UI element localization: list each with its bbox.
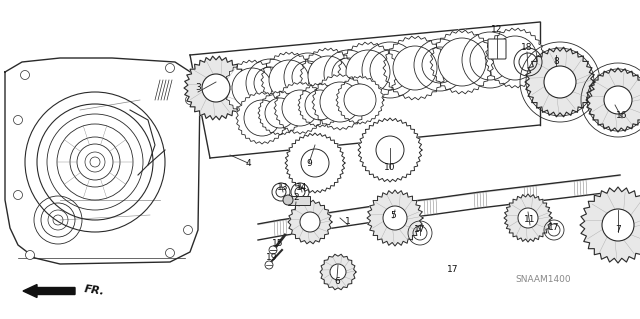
Polygon shape: [274, 82, 326, 134]
Polygon shape: [285, 133, 345, 193]
Polygon shape: [430, 30, 494, 94]
Polygon shape: [5, 58, 200, 264]
Polygon shape: [338, 42, 398, 102]
Text: SNAAM1400: SNAAM1400: [515, 276, 571, 285]
Text: 2: 2: [293, 194, 299, 203]
Text: 16: 16: [616, 110, 628, 120]
Text: 17: 17: [414, 226, 426, 234]
Polygon shape: [580, 187, 640, 263]
Circle shape: [232, 68, 272, 108]
Polygon shape: [383, 36, 447, 100]
Circle shape: [269, 246, 277, 254]
Circle shape: [346, 50, 390, 94]
Text: 9: 9: [306, 159, 312, 167]
Text: 10: 10: [384, 164, 396, 173]
Text: 6: 6: [334, 277, 340, 286]
Circle shape: [344, 84, 376, 116]
Text: 7: 7: [615, 226, 621, 234]
Circle shape: [300, 212, 320, 232]
Circle shape: [544, 66, 576, 98]
Text: 5: 5: [390, 211, 396, 219]
Circle shape: [202, 74, 230, 102]
Polygon shape: [236, 92, 288, 144]
Text: FR.: FR.: [83, 284, 105, 296]
Circle shape: [301, 149, 329, 177]
Polygon shape: [298, 83, 342, 127]
Circle shape: [308, 56, 348, 96]
FancyBboxPatch shape: [488, 39, 506, 59]
Circle shape: [244, 100, 280, 136]
Text: 15: 15: [272, 239, 284, 248]
Polygon shape: [504, 194, 552, 242]
Polygon shape: [525, 47, 595, 117]
Text: 12: 12: [492, 26, 502, 34]
Polygon shape: [358, 118, 422, 182]
Text: 13: 13: [277, 183, 289, 192]
Text: 4: 4: [245, 159, 251, 167]
Polygon shape: [586, 68, 640, 132]
Circle shape: [265, 261, 273, 269]
Circle shape: [13, 190, 22, 199]
Polygon shape: [224, 60, 280, 116]
Circle shape: [184, 226, 193, 234]
Circle shape: [13, 115, 22, 124]
Circle shape: [602, 209, 634, 241]
Circle shape: [604, 86, 632, 114]
Circle shape: [20, 70, 29, 79]
Circle shape: [330, 264, 346, 280]
Circle shape: [269, 60, 309, 100]
Text: 17: 17: [548, 224, 560, 233]
Circle shape: [283, 195, 293, 205]
Circle shape: [265, 98, 295, 128]
Circle shape: [518, 208, 538, 228]
Circle shape: [26, 250, 35, 259]
Text: 14: 14: [296, 183, 308, 192]
Text: 18: 18: [521, 43, 532, 53]
Circle shape: [282, 90, 318, 126]
Text: 8: 8: [553, 57, 559, 66]
Text: 17: 17: [447, 265, 459, 275]
Text: 19: 19: [266, 254, 278, 263]
Polygon shape: [261, 52, 317, 108]
Polygon shape: [184, 56, 248, 120]
Circle shape: [166, 63, 175, 72]
Polygon shape: [320, 254, 356, 290]
Polygon shape: [288, 200, 332, 244]
Polygon shape: [258, 91, 302, 135]
Polygon shape: [312, 74, 368, 130]
Circle shape: [305, 90, 335, 120]
Bar: [288, 196, 310, 205]
FancyArrow shape: [23, 285, 75, 298]
Polygon shape: [367, 190, 423, 246]
Circle shape: [493, 36, 537, 80]
Circle shape: [186, 95, 195, 105]
Text: 1: 1: [345, 218, 351, 226]
Polygon shape: [485, 28, 545, 88]
Circle shape: [438, 38, 486, 86]
Circle shape: [376, 136, 404, 164]
Circle shape: [393, 46, 437, 90]
Text: 3: 3: [195, 84, 201, 93]
Circle shape: [383, 206, 407, 230]
Circle shape: [166, 249, 175, 257]
Polygon shape: [300, 48, 356, 104]
Polygon shape: [336, 76, 384, 124]
Circle shape: [320, 82, 360, 122]
Text: 11: 11: [524, 216, 536, 225]
